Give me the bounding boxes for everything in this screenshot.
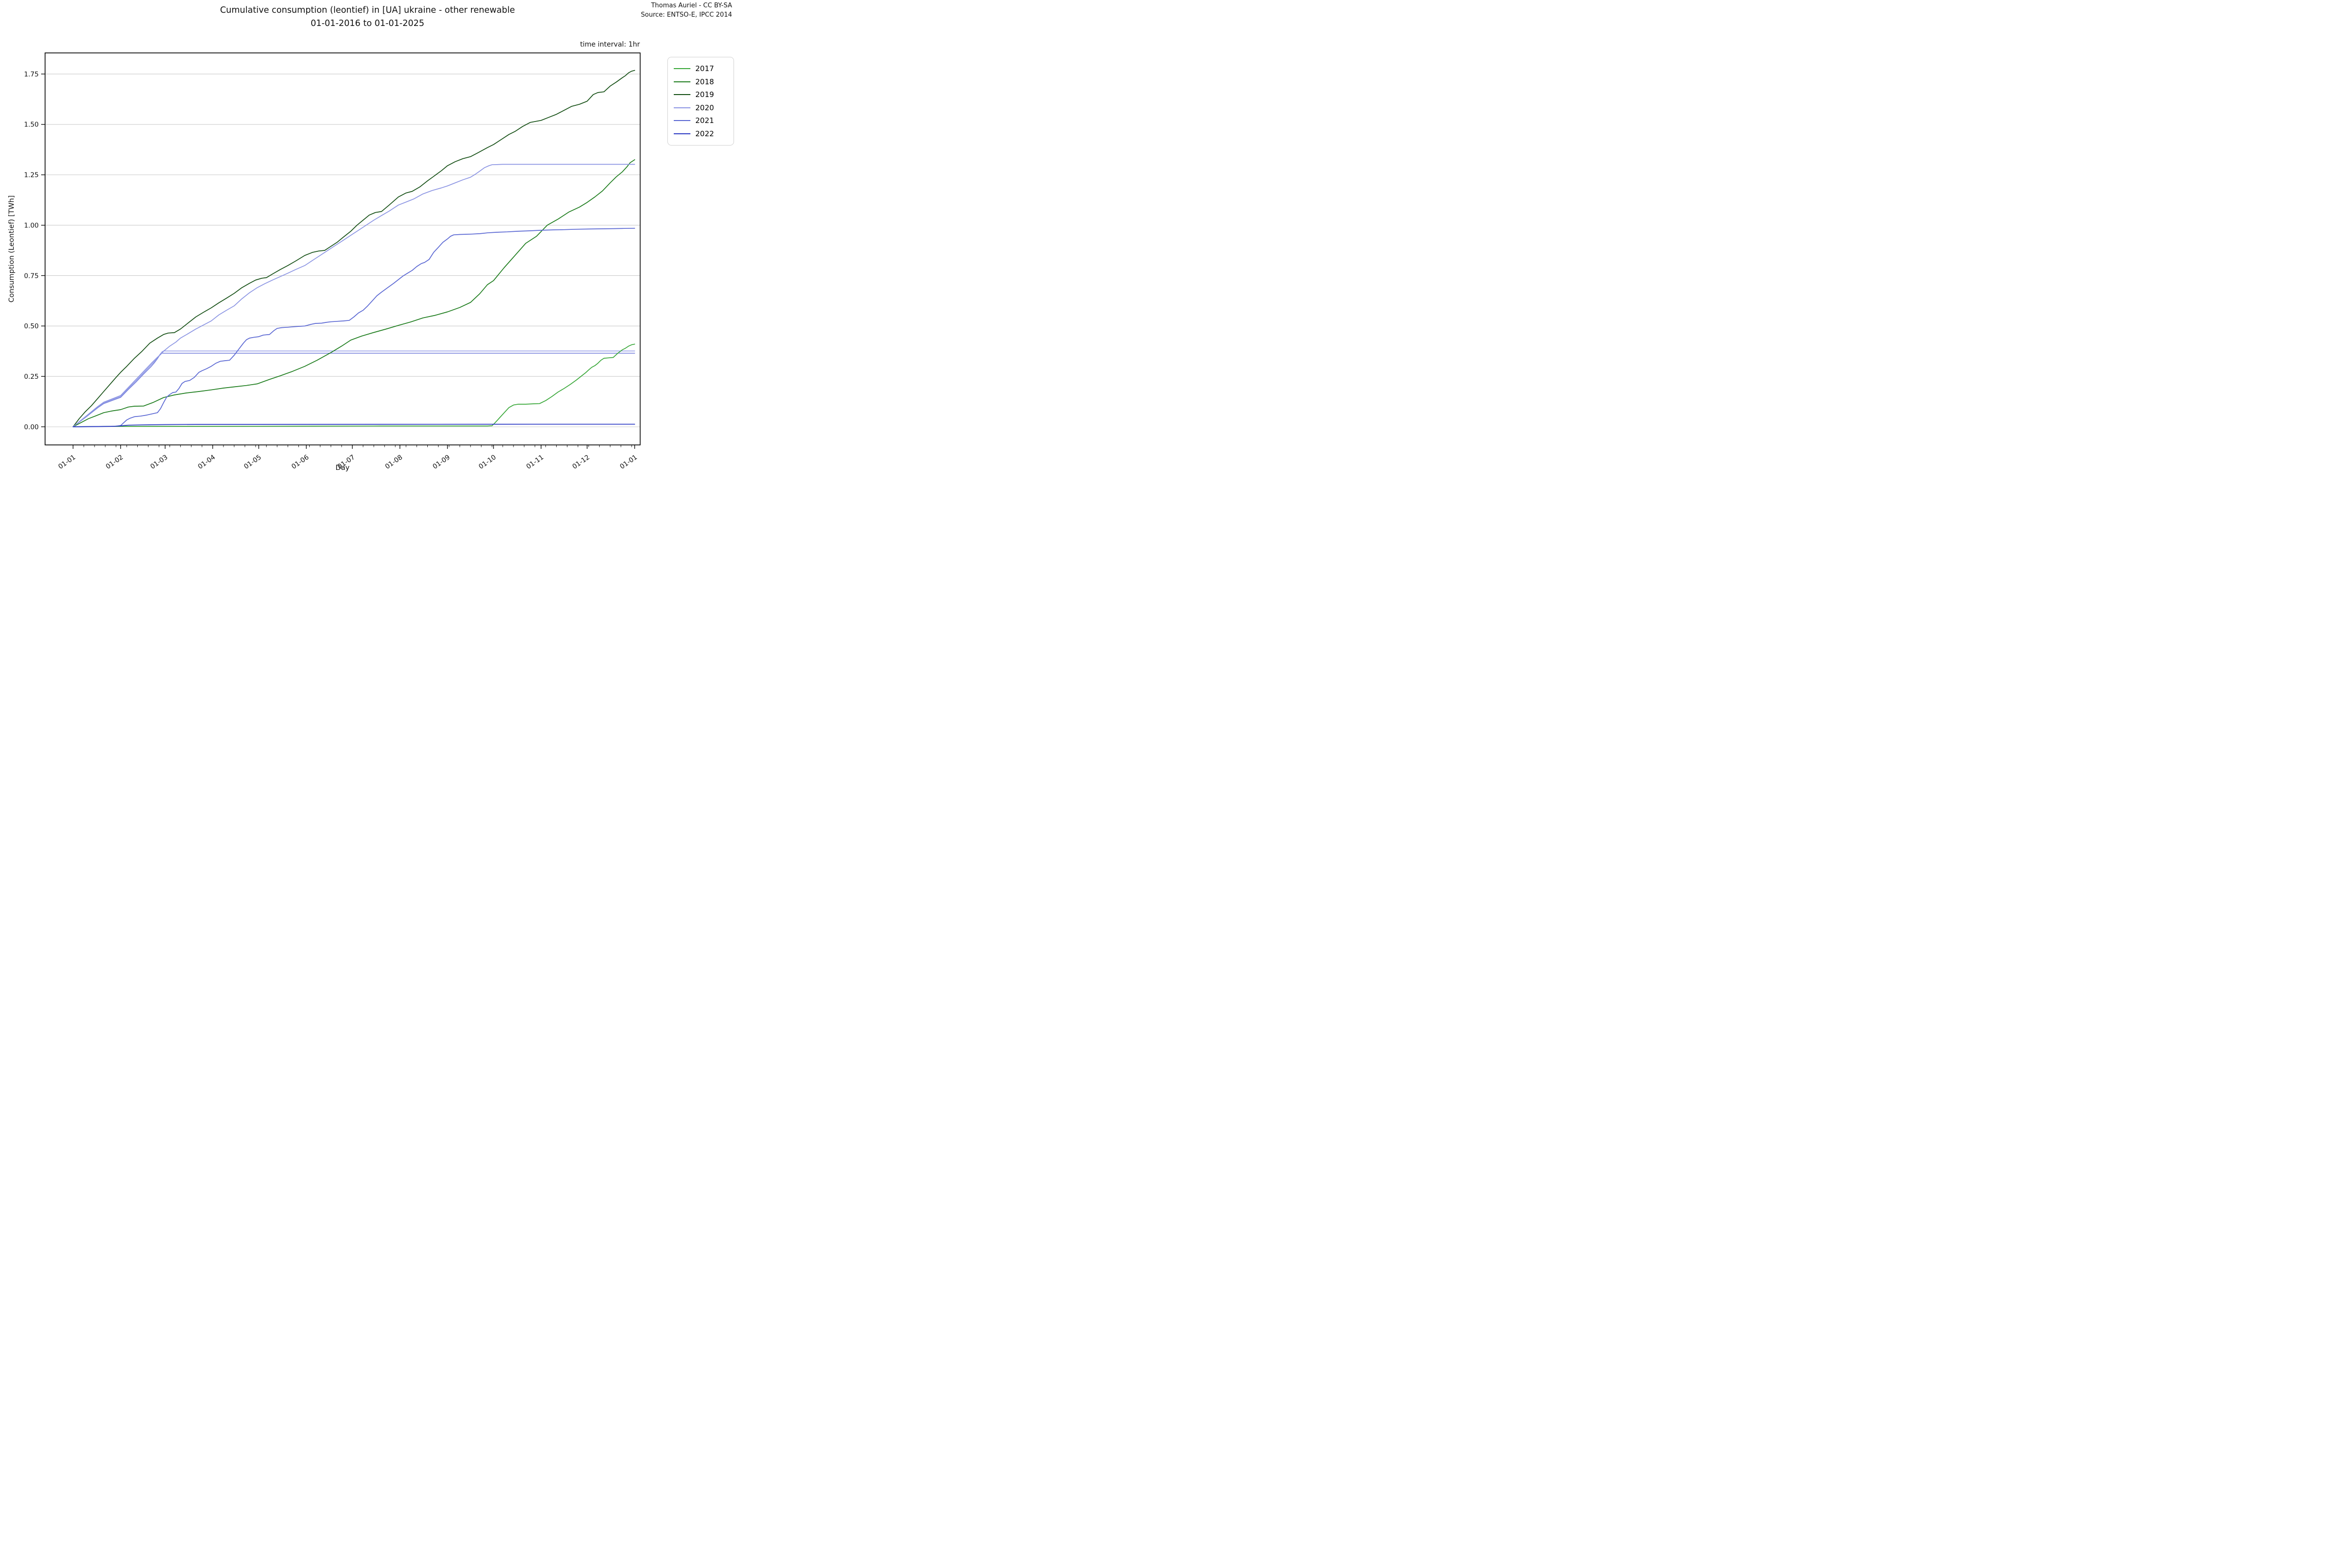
legend-swatch-2021 [674, 120, 690, 122]
attribution-source: Source: ENTSO-E, IPCC 2014 [640, 11, 732, 19]
legend-swatch-2019 [674, 94, 690, 96]
chart-figure: Cumulative consumption (leontief) in [UA… [0, 0, 735, 490]
legend-swatch-2022 [674, 133, 690, 134]
x-tick-label: 01-09 [431, 453, 451, 471]
x-tick-label: 01-01 [57, 453, 77, 471]
y-tick-label: 0.50 [24, 322, 39, 330]
legend-swatch-2017 [674, 68, 690, 70]
legend-entry-2020: 2020 [674, 101, 728, 115]
legend-entry-label: 2021 [695, 116, 714, 125]
legend-entry-2018: 2018 [674, 75, 728, 89]
y-tick-label: 1.50 [24, 121, 39, 129]
legend-entry-2017: 2017 [674, 62, 728, 75]
x-tick-label: 01-01 [618, 453, 638, 471]
x-tick-label: 01-06 [290, 453, 310, 471]
legend-entry-2022: 2022 [674, 127, 728, 141]
x-tick-label: 01-10 [477, 453, 497, 471]
legend-entry-label: 2022 [695, 129, 714, 138]
series-line-unlabeled-flat-b [73, 352, 636, 427]
y-tick-label: 0.75 [24, 272, 39, 280]
chart-title: Cumulative consumption (leontief) in [UA… [0, 4, 735, 30]
series-line-2018 [73, 159, 636, 427]
x-tick-label: 01-02 [104, 453, 124, 471]
x-tick-label: 01-12 [571, 453, 591, 471]
x-tick-label: 01-03 [149, 453, 169, 471]
y-tick-label: 0.25 [24, 373, 39, 381]
legend-entry-2019: 2019 [674, 88, 728, 101]
legend-entry-label: 2019 [695, 90, 714, 99]
plot-area: 01-01 01-02 01-03 01-04 01-05 01-06 01-07 01-08… [24, 52, 641, 471]
x-tick-label: 01-05 [243, 453, 263, 471]
series-line-2017 [73, 343, 636, 427]
series-line-2019 [73, 70, 636, 427]
series-line-2022 [73, 423, 636, 427]
series-line-2020 [73, 164, 636, 427]
time-interval-label: time interval: 1hr [580, 41, 640, 49]
attribution-author: Thomas Auriel - CC BY-SA [651, 2, 732, 9]
y-tick-label: 1.25 [24, 172, 39, 179]
y-tick-label: 0.00 [24, 423, 39, 431]
legend: 2017 2018 2019 2020 2021 2022 [667, 57, 734, 146]
x-axis-title: Day [335, 464, 350, 472]
x-tick-label: 01-07 [336, 453, 356, 471]
series-line-unlabeled-flat-a [73, 350, 636, 427]
x-tick-label: 01-11 [525, 453, 545, 471]
x-tick-label: 01-08 [384, 453, 404, 471]
legend-swatch-2018 [674, 81, 690, 82]
legend-entry-label: 2020 [695, 103, 714, 112]
series-line-2021 [73, 227, 636, 427]
chart-title-line1: Cumulative consumption (leontief) in [UA… [220, 5, 515, 15]
x-tick-label: 01-04 [196, 453, 217, 471]
legend-entry-2021: 2021 [674, 114, 728, 127]
attribution: Thomas Auriel - CC BY-SA Source: ENTSO-E… [641, 1, 732, 20]
y-tick-label: 1.75 [24, 71, 39, 78]
y-tick-label: 1.00 [24, 221, 39, 229]
legend-entry-label: 2018 [695, 77, 714, 86]
legend-swatch-2020 [674, 107, 690, 108]
plot-border [45, 52, 641, 445]
legend-entry-label: 2017 [695, 64, 714, 74]
chart-title-line2: 01-01-2016 to 01-01-2025 [310, 19, 425, 29]
